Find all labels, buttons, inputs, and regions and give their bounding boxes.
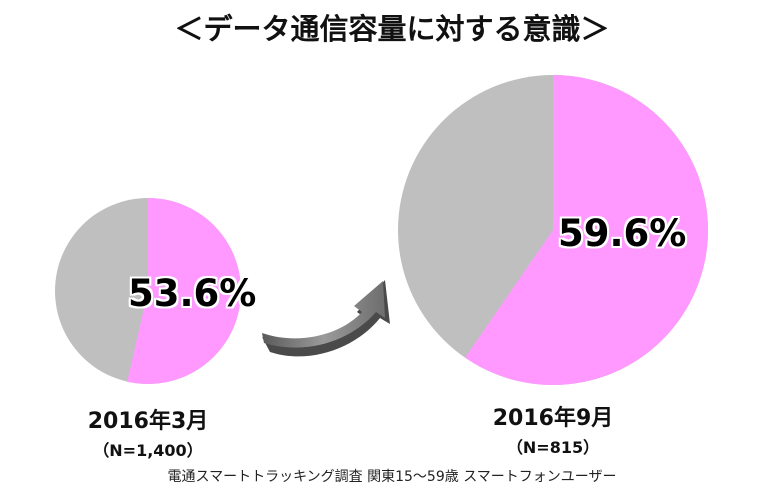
- period-label: 2016年3月: [87, 409, 209, 434]
- sample-size-label: （N=1,400）: [93, 441, 203, 460]
- chart-title: ＜データ通信容量に対する意識＞: [174, 12, 610, 46]
- pie-caption-march: 2016年3月 （N=1,400）: [48, 403, 248, 461]
- value-label-september: 59.6%: [558, 212, 687, 255]
- source-note: 電通スマートトラッキング調査 関東15～59歳 スマートフォンユーザー: [167, 469, 617, 485]
- period-label: 2016年9月: [492, 406, 614, 431]
- sample-size-label: （N=815）: [506, 438, 600, 457]
- pie-chart-march: [55, 198, 241, 385]
- pie-caption-september: 2016年9月 （N=815）: [453, 400, 653, 458]
- trend-arrow-icon: [262, 280, 390, 357]
- value-label-march: 53.6%: [128, 272, 257, 315]
- pie-chart-september: [398, 75, 708, 385]
